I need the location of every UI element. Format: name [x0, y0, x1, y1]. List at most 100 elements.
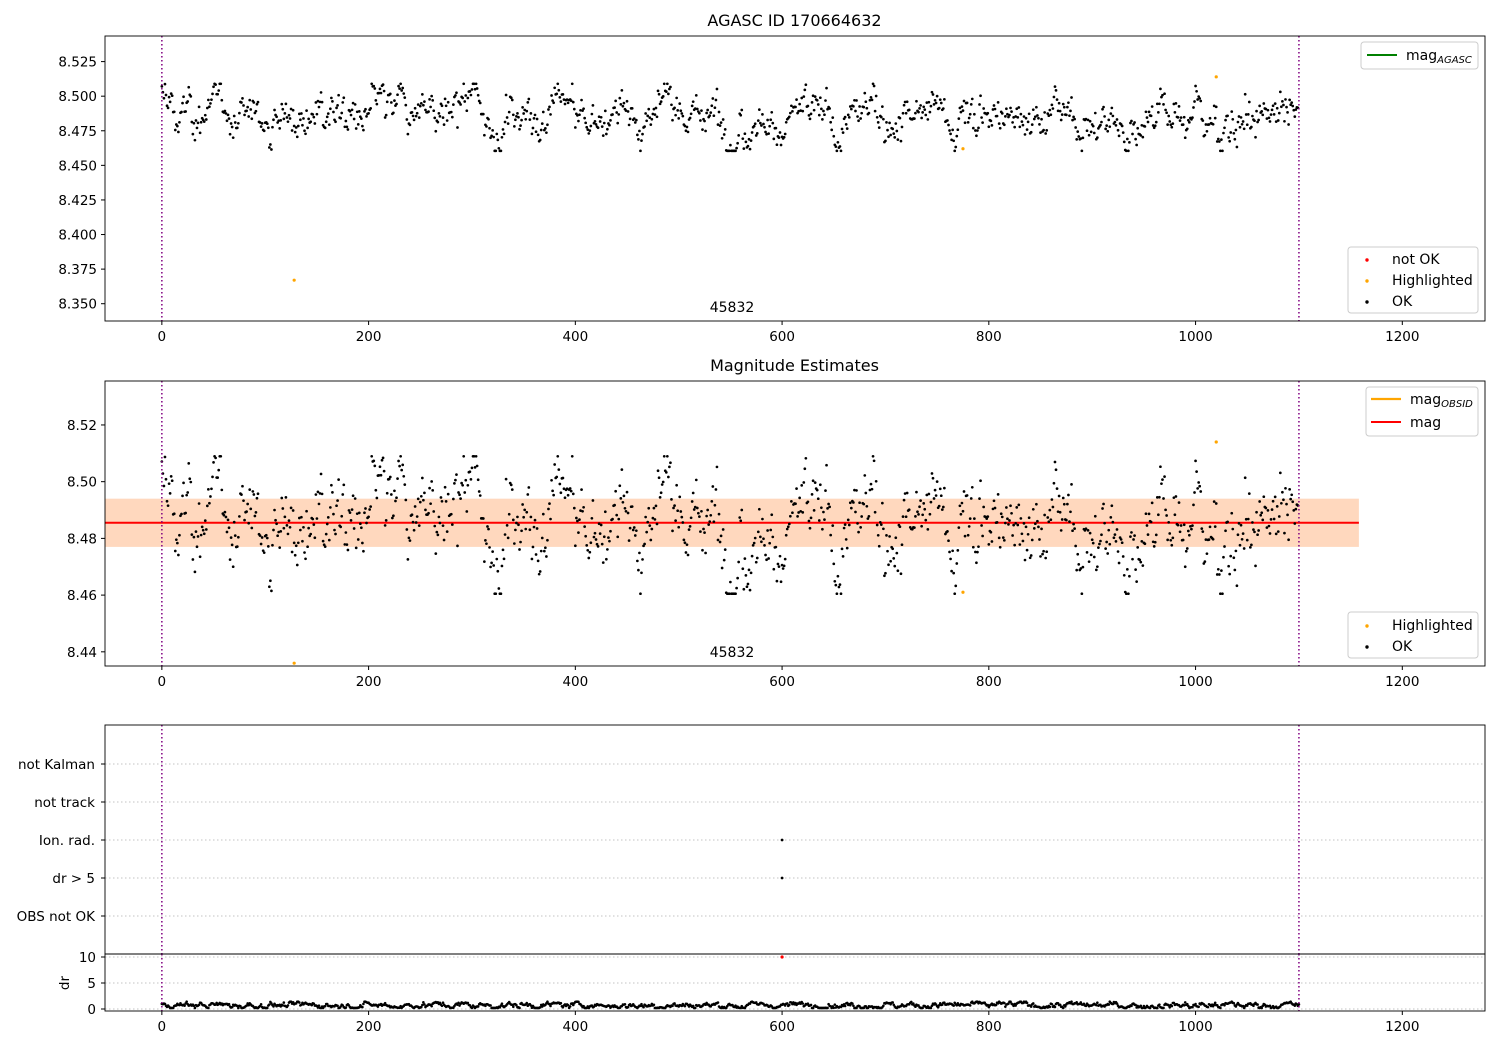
- p2-point-ok: [383, 524, 387, 527]
- p2-point-ok: [460, 481, 463, 485]
- p2-point-ok: [354, 546, 358, 550]
- p1-point-ok: [825, 86, 828, 90]
- dr-point: [930, 1004, 934, 1008]
- p2-point-ok: [641, 558, 644, 561]
- p1-point-ok: [214, 83, 217, 86]
- dr-point: [183, 1004, 186, 1007]
- p1-point-ok: [437, 112, 441, 115]
- p1-point-ok: [1047, 114, 1051, 118]
- p1-point-ok: [1223, 126, 1226, 130]
- p1-point-ok: [534, 130, 538, 134]
- p2-point-ok: [833, 579, 837, 583]
- p2-point-ok: [640, 571, 643, 575]
- p2-point-ok: [1100, 533, 1103, 537]
- p2-point-ok: [1292, 509, 1296, 512]
- p2-point-ok: [329, 506, 332, 509]
- p1-point-ok: [1025, 128, 1029, 131]
- p2-point-ok: [1009, 504, 1012, 508]
- p2-point-ok: [600, 542, 604, 546]
- p1-point-ok: [870, 98, 874, 102]
- p2-point-ok: [1065, 518, 1068, 522]
- dr-point: [215, 1001, 218, 1005]
- p2-point-ok: [352, 527, 356, 530]
- p2-point-ok: [1081, 565, 1085, 569]
- p2-point-ok: [1121, 555, 1125, 558]
- p2-point-ok: [755, 556, 759, 560]
- p2-point-ok: [982, 505, 986, 509]
- p1-point-ok: [840, 127, 844, 131]
- dr-point: [1223, 1003, 1226, 1007]
- p2-point-ok: [676, 509, 680, 513]
- dr-point: [1139, 1004, 1143, 1008]
- p1-point-ok: [446, 100, 450, 104]
- p1-point-ok: [670, 103, 673, 107]
- p2-point-ok: [1132, 538, 1135, 541]
- p1-point-ok: [241, 97, 244, 100]
- p1-point-ok: [577, 119, 580, 123]
- p2-point-ok: [998, 545, 1002, 549]
- p2-point-ok: [705, 514, 708, 518]
- p1-point-ok: [768, 124, 772, 128]
- p2-point-ok: [544, 546, 547, 550]
- p1-point-ok: [775, 143, 779, 147]
- p2-point-ok: [951, 549, 954, 553]
- p1-point-ok: [1074, 126, 1077, 129]
- p1-point-ok: [329, 107, 332, 111]
- p2-point-ok: [832, 562, 836, 566]
- p2-point-ok: [978, 497, 981, 500]
- p1-point-ok: [571, 100, 575, 104]
- flag-label-ion-rad: Ion. rad.: [39, 833, 95, 849]
- p1-point-ok: [531, 126, 535, 130]
- p1-point-ok: [464, 94, 468, 97]
- p2-point-ok: [812, 508, 816, 512]
- p1-point-ok: [862, 105, 866, 109]
- p2-point-ok: [759, 535, 762, 539]
- p1-point-ok: [1294, 108, 1298, 111]
- p2-point-ok: [1250, 543, 1253, 547]
- p1-point-ok: [948, 129, 951, 132]
- p2-point-ok: [802, 481, 806, 484]
- p2-point-ok: [230, 543, 234, 547]
- dr-point: [518, 1006, 521, 1010]
- p1-point-ok: [204, 118, 208, 121]
- p1-point-ok: [1216, 137, 1220, 141]
- p2-point-ok: [326, 515, 330, 519]
- p1-point-ok: [238, 111, 241, 115]
- p2-point-ok: [1159, 465, 1162, 469]
- p1-point-ok: [683, 124, 687, 128]
- p2-point-ok: [1254, 564, 1257, 568]
- p2-point-ok: [1073, 527, 1076, 530]
- p1-point-ok: [205, 106, 209, 110]
- p2-point-ok: [710, 499, 714, 503]
- dr-point: [1197, 1005, 1200, 1009]
- p2-point-ok: [1261, 518, 1265, 522]
- p1-point-ok: [330, 96, 333, 100]
- dr-point: [680, 1004, 684, 1008]
- p1-point-ok: [1059, 118, 1063, 122]
- p1-point-ok: [430, 94, 433, 98]
- p2-point-ok: [1101, 507, 1104, 510]
- dr-point: [734, 1004, 737, 1007]
- p2-point-ok: [697, 511, 700, 515]
- dr-point: [852, 1004, 855, 1008]
- p1-point-ok: [802, 95, 806, 98]
- p2-point-ok: [402, 474, 406, 478]
- p2-point-ok: [807, 519, 811, 523]
- p2-point-ok: [490, 561, 493, 565]
- p1-point-ok: [1188, 120, 1191, 124]
- legend2-line1-label: mag: [1410, 415, 1441, 431]
- p1-point-ok: [438, 114, 442, 118]
- p1-point-ok: [1165, 111, 1168, 115]
- p1-point-ok: [709, 111, 713, 114]
- p1-point-ok: [599, 115, 603, 119]
- p2-point-ok: [613, 503, 616, 507]
- p2-point-ok: [365, 521, 368, 525]
- p1-point-ok: [355, 110, 359, 114]
- p1-point-ok: [1144, 110, 1148, 114]
- p1-point-ok: [345, 125, 349, 129]
- p1-point-ok: [260, 122, 264, 125]
- p2-point-ok: [455, 473, 458, 476]
- p1-point-ok: [698, 111, 701, 115]
- p2-point-ok: [569, 489, 573, 493]
